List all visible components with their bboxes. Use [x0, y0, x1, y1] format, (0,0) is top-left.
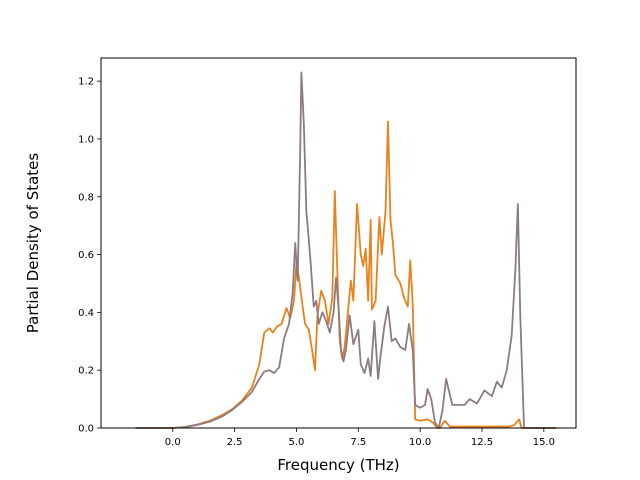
series-layer [135, 71, 557, 429]
x-axis-label: Frequency (THz) [277, 456, 399, 474]
y-tick-label: 0.8 [78, 192, 94, 203]
x-tick-label: 7.5 [350, 437, 366, 448]
plot-frame [100, 57, 577, 429]
x-tick-label: 12.5 [471, 437, 493, 448]
y-tick-label: 1.0 [78, 134, 94, 145]
x-tick-label: 15.0 [533, 437, 555, 448]
y-axis-label: Partial Density of States [24, 153, 42, 334]
x-tick-label: 5.0 [288, 437, 304, 448]
y-tick-label: 0.4 [78, 308, 94, 319]
y-tick-label: 0.0 [78, 424, 94, 435]
series-line-1 [135, 120, 557, 429]
series-line-2 [135, 71, 557, 429]
y-tick-label: 0.6 [78, 250, 94, 261]
y-tick-label: 1.2 [78, 77, 94, 88]
x-tick-label: 10.0 [409, 437, 431, 448]
y-axis-ticks: 0.0 0.2 0.4 0.6 0.8 1.0 1.2 [78, 77, 101, 435]
x-tick-label: 2.5 [227, 437, 243, 448]
x-axis-ticks: 0.0 2.5 5.0 7.5 10.0 12.5 15.0 [165, 428, 555, 448]
x-tick-label: 0.0 [165, 437, 181, 448]
y-tick-label: 0.2 [78, 366, 94, 377]
